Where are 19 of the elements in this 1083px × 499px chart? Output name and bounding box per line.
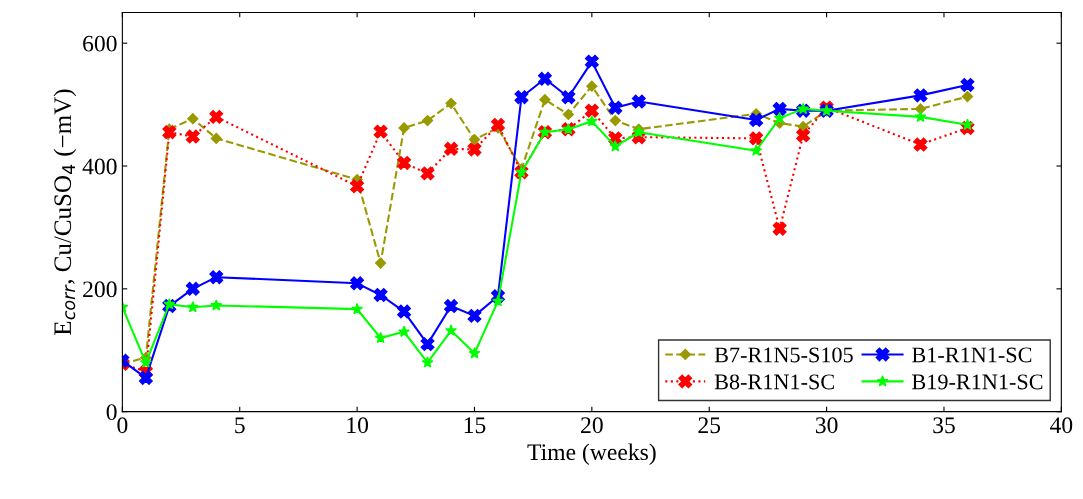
legend-label: B1-R1N1-SC xyxy=(912,347,1032,363)
x-tick-label: 30 xyxy=(815,417,838,434)
y-tick-label: 400 xyxy=(82,158,117,175)
x-tick-label: 40 xyxy=(1050,417,1073,434)
legend-label: B8-R1N1-SC xyxy=(714,374,834,390)
legend-label: B19-R1N1-SC xyxy=(912,374,1043,390)
x-tick-label: 0 xyxy=(117,417,128,434)
x-tick-label: 20 xyxy=(581,417,603,434)
y-tick-label: 200 xyxy=(83,281,117,298)
y-axis-title: E$_{corr}$, Cu/CuSO$_{4}$ (−mV) xyxy=(53,89,77,335)
x-tick-label: 15 xyxy=(464,417,486,434)
y-tick-label: 0 xyxy=(106,404,117,421)
x-tick-label: 25 xyxy=(698,417,721,434)
y-tick-label: 600 xyxy=(83,35,117,52)
x-tick-label: 5 xyxy=(235,417,245,434)
x-tick-label: 10 xyxy=(347,417,369,434)
x-tick-label: 35 xyxy=(933,417,955,434)
x-axis-title: Time (weeks) xyxy=(527,443,656,465)
legend-label: B7-R1N5-S105 xyxy=(714,347,853,363)
